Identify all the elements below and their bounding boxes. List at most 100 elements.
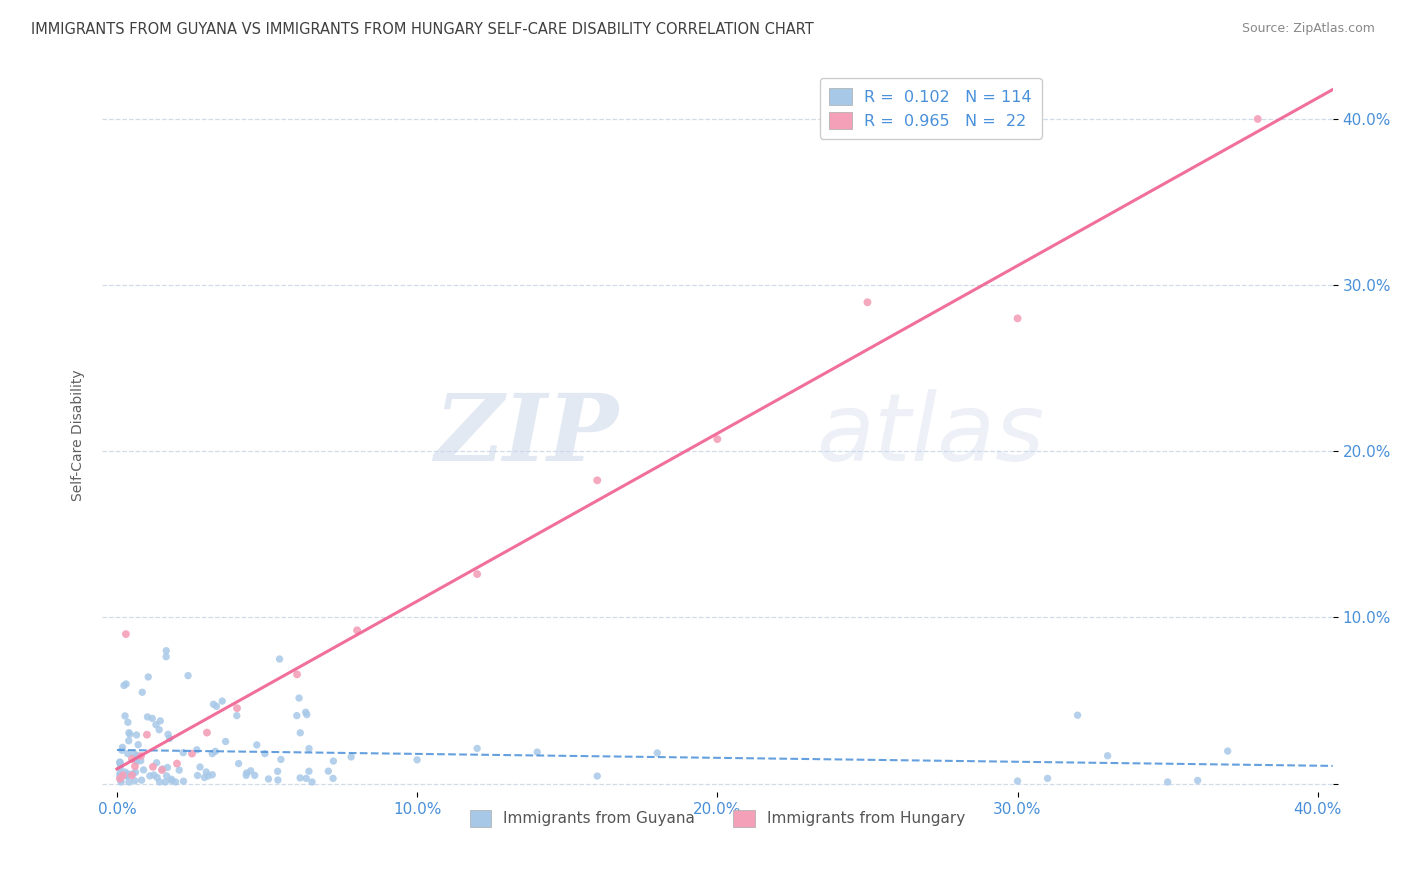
Point (111, 743, 134, 757)
Point (1247, 112, 1270, 126)
Y-axis label: Self-Care Disability: Self-Care Disability (72, 369, 86, 500)
Point (155, 649, 177, 664)
Point (111, 768, 134, 782)
Point (465, 741, 488, 756)
Point (226, 701, 249, 715)
Point (124, 754, 146, 768)
Point (118, 727, 141, 741)
Point (110, 775, 132, 789)
Point (136, 670, 159, 684)
Point (149, 714, 172, 728)
Point (167, 763, 190, 777)
Point (118, 733, 141, 747)
Point (1007, 774, 1029, 789)
Point (160, 773, 183, 788)
Point (129, 754, 152, 768)
Point (142, 760, 165, 774)
Point (115, 627, 138, 641)
Point (127, 738, 149, 752)
Point (157, 727, 180, 741)
Point (235, 766, 257, 780)
Text: atlas: atlas (815, 389, 1045, 480)
Point (288, 691, 311, 706)
Point (285, 667, 308, 681)
Point (115, 677, 138, 691)
Point (586, 473, 609, 487)
Point (1156, 775, 1178, 789)
Point (110, 772, 132, 787)
Point (155, 775, 177, 789)
Point (195, 764, 218, 779)
Point (202, 698, 225, 712)
Point (114, 765, 136, 780)
Point (406, 753, 429, 767)
Point (1066, 708, 1088, 723)
Point (465, 567, 488, 582)
Point (148, 723, 170, 737)
Point (155, 769, 177, 783)
Point (195, 725, 218, 739)
Point (112, 678, 135, 692)
Point (118, 775, 141, 789)
Point (1216, 744, 1239, 758)
Point (239, 764, 262, 778)
Point (145, 717, 167, 731)
Point (295, 707, 318, 722)
Point (146, 771, 169, 785)
Point (115, 769, 138, 783)
Point (243, 768, 266, 782)
Point (127, 748, 149, 763)
Point (257, 772, 280, 786)
Point (108, 761, 131, 775)
Point (266, 764, 288, 779)
Text: Source: ZipAtlas.com: Source: ZipAtlas.com (1241, 22, 1375, 36)
Point (205, 699, 228, 714)
Point (115, 768, 138, 782)
Point (706, 432, 728, 446)
Text: IMMIGRANTS FROM GUYANA VS IMMIGRANTS FROM HUNGARY SELF-CARE DISABILITY CORRELATI: IMMIGRANTS FROM GUYANA VS IMMIGRANTS FRO… (31, 22, 814, 37)
Point (1007, 311, 1029, 326)
Point (152, 762, 174, 776)
Point (125, 755, 148, 769)
Point (187, 768, 209, 782)
Point (193, 771, 215, 785)
Point (1036, 772, 1059, 786)
Point (285, 708, 308, 723)
Point (294, 705, 316, 719)
Point (211, 694, 233, 708)
Point (131, 685, 153, 699)
Point (108, 755, 131, 769)
Point (125, 728, 148, 742)
Point (188, 760, 211, 774)
Point (340, 750, 363, 764)
Point (246, 738, 269, 752)
Point (253, 747, 276, 761)
Point (346, 624, 368, 638)
Point (124, 759, 146, 773)
Point (121, 768, 143, 782)
Point (129, 749, 152, 764)
Point (108, 756, 131, 770)
Point (645, 746, 668, 760)
Point (228, 756, 250, 771)
Point (122, 766, 145, 780)
Point (1187, 773, 1209, 788)
Point (186, 743, 208, 757)
Point (181, 747, 204, 761)
Point (145, 756, 167, 770)
Point (322, 772, 344, 786)
Point (155, 644, 177, 658)
Point (121, 752, 143, 766)
Point (318, 764, 340, 779)
Point (118, 725, 141, 739)
Point (108, 772, 131, 786)
Point (172, 746, 194, 760)
Point (150, 763, 173, 777)
Point (267, 772, 290, 787)
Legend: Immigrants from Guyana, Immigrants from Hungary: Immigrants from Guyana, Immigrants from … (463, 803, 973, 834)
Point (288, 771, 311, 785)
Point (114, 709, 136, 723)
Point (322, 754, 344, 768)
Point (111, 740, 134, 755)
Point (122, 747, 145, 761)
